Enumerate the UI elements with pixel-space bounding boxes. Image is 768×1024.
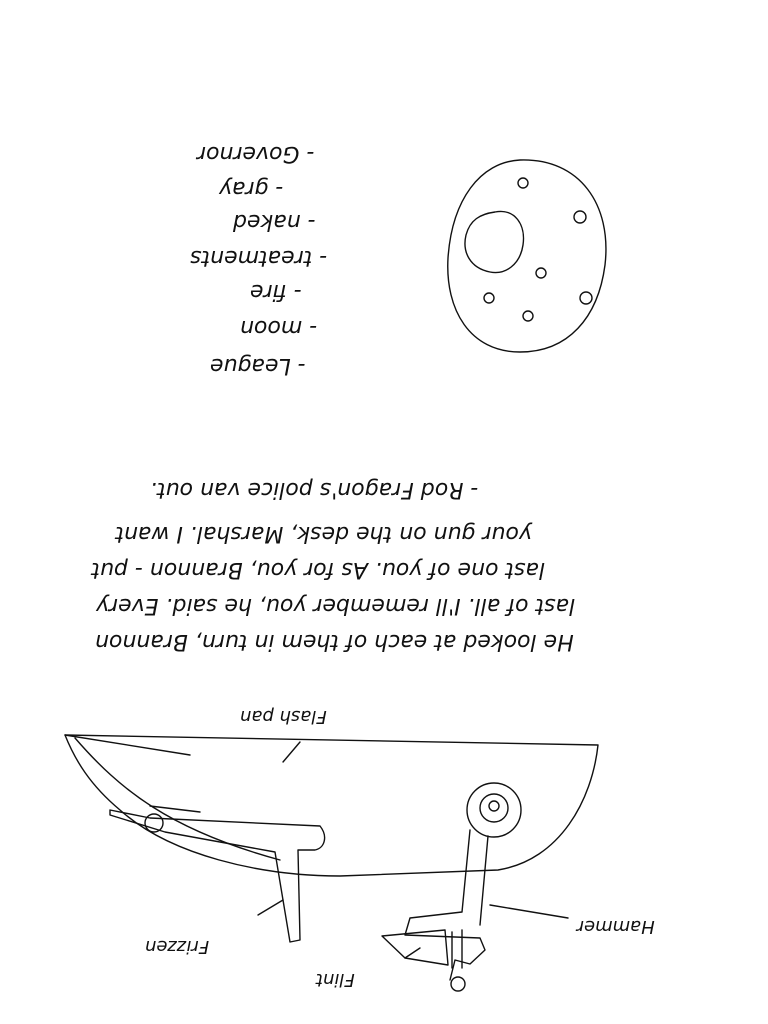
- hammer-screw-middle: [479, 793, 509, 823]
- label-frizzen: Frizzen: [145, 936, 209, 957]
- label-flint: Flint: [315, 969, 355, 990]
- moon-crater: [535, 267, 547, 279]
- word-list-item: - moon: [240, 315, 317, 340]
- jaw-screw: [450, 976, 466, 992]
- passage-line: your gun on the desk, Marshal. I want: [114, 521, 533, 546]
- moon-crater: [522, 310, 534, 322]
- word-list-item: - Governor: [195, 141, 314, 166]
- word-list-item: - League: [210, 353, 306, 378]
- hammer-neck-right: [479, 835, 489, 926]
- label-flash-pan: Flash pan: [240, 706, 327, 727]
- moon-large-crater: [464, 210, 525, 274]
- flint-jaw: [381, 929, 449, 966]
- flash-pan-pointer: [282, 741, 301, 763]
- moon-crater: [483, 292, 495, 304]
- passage-line: last one of you. As for you, Brannon - p…: [90, 557, 545, 582]
- passage-line: He looked at each of them in turn, Brann…: [95, 629, 574, 654]
- flintlock-diagram: [64, 734, 599, 992]
- moon-sketch: [447, 159, 607, 353]
- word-list: - Governor - gray - naked - treatments -…: [190, 141, 327, 378]
- moon-crater: [579, 291, 593, 305]
- word-list-item: - gray: [218, 176, 283, 201]
- word-list-item: - fire: [250, 279, 302, 304]
- lock-inner-line: [74, 737, 281, 861]
- diagram-labels: Flash pan Frizzen Hammer Flint: [145, 706, 655, 990]
- frizzen-pointer: [257, 899, 284, 916]
- hammer-pointer: [489, 904, 569, 919]
- frizzen-pivot: [144, 813, 164, 833]
- flash-pan-line: [64, 734, 191, 756]
- moon-crater: [573, 210, 587, 224]
- word-list-item: - naked: [232, 209, 316, 234]
- hammer-neck: [404, 829, 486, 981]
- moon-crater: [517, 177, 529, 189]
- lock-body-outline: [64, 734, 599, 877]
- label-hammer: Hammer: [575, 916, 655, 937]
- handwritten-passage: He looked at each of them in turn, Brann…: [90, 477, 575, 654]
- frizzen-shape: [109, 809, 326, 943]
- passage-line: last of all. I'll remember you, he said.…: [95, 593, 575, 618]
- hammer-screw-inner: [488, 800, 500, 812]
- frizzen-spring: [149, 805, 201, 813]
- flint-pointer: [404, 947, 421, 959]
- word-list-item: - treatments: [190, 245, 327, 270]
- passage-line: - Rod Fragon's police van out.: [150, 477, 478, 502]
- hammer-screw-outer: [466, 782, 522, 838]
- moon-outline: [447, 159, 607, 353]
